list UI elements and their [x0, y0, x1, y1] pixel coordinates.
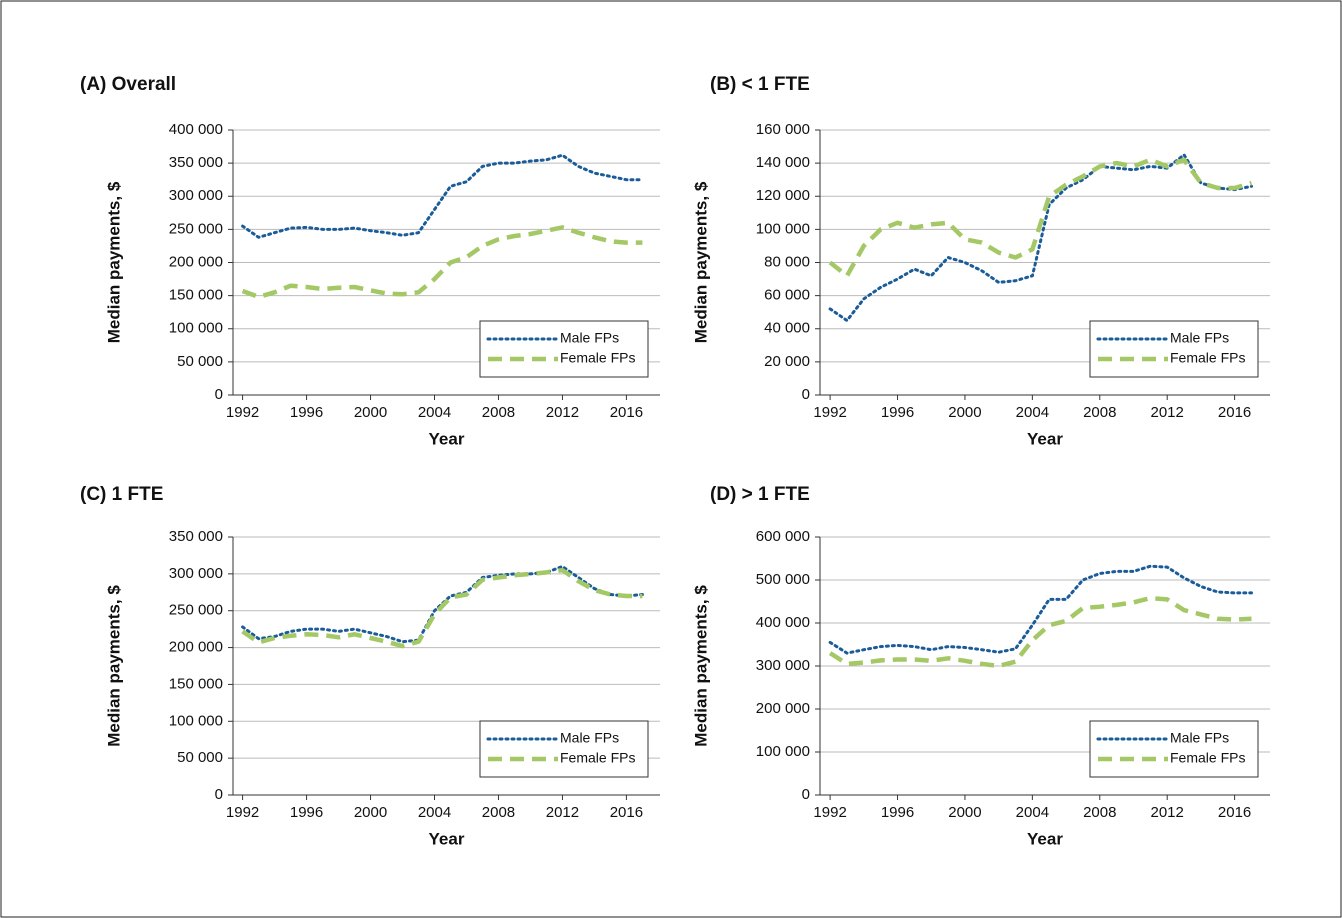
legend-box — [1089, 320, 1259, 378]
y-tick-label: 50 000 — [177, 749, 223, 766]
y-axis-label: Median payments, $ — [104, 585, 123, 747]
panel-title: (B) < 1 FTE — [710, 74, 810, 95]
y-tick-label: 100 000 — [756, 220, 810, 237]
legend-box — [479, 320, 649, 378]
panel-title: (C) 1 FTE — [80, 484, 163, 505]
x-tick-label: 1996 — [290, 404, 323, 421]
x-tick-label: 2012 — [1151, 804, 1184, 821]
x-tick-label: 1992 — [813, 804, 846, 821]
x-tick-label: 1992 — [226, 804, 259, 821]
x-tick-label: 2004 — [1016, 804, 1049, 821]
x-tick-label: 1992 — [813, 404, 846, 421]
y-tick-label: 100 000 — [169, 320, 223, 337]
series-line — [828, 157, 1253, 279]
y-tick-label: 400 000 — [169, 121, 223, 138]
x-tick-label: 2016 — [610, 404, 643, 421]
y-tick-label: 300 000 — [169, 565, 223, 582]
legend-label: Male FPs — [1170, 730, 1229, 746]
series-line — [241, 153, 644, 239]
legend-box — [1089, 720, 1259, 778]
x-tick-label: 2012 — [546, 404, 579, 421]
y-tick-label: 100 000 — [756, 743, 810, 760]
panel-title: (D) > 1 FTE — [710, 484, 810, 505]
x-tick-label: 2004 — [418, 804, 451, 821]
x-tick-label: 2012 — [546, 804, 579, 821]
y-tick-label: 150 000 — [169, 287, 223, 304]
y-tick-label: 50 000 — [177, 353, 223, 370]
y-tick-label: 0 — [215, 786, 223, 803]
x-tick-label: 2012 — [1151, 404, 1184, 421]
y-tick-label: 60 000 — [764, 287, 810, 304]
legend-label: Male FPs — [560, 330, 619, 346]
x-tick-label: 1992 — [226, 404, 259, 421]
x-tick-label: 2000 — [354, 404, 387, 421]
y-tick-label: 250 000 — [169, 602, 223, 619]
y-tick-label: 200 000 — [756, 700, 810, 717]
x-tick-label: 2000 — [354, 804, 387, 821]
x-tick-label: 2000 — [948, 404, 981, 421]
y-tick-label: 140 000 — [756, 154, 810, 171]
y-tick-label: 120 000 — [756, 187, 810, 204]
y-tick-label: 200 000 — [169, 639, 223, 656]
x-axis-label: Year — [1027, 429, 1063, 448]
x-axis-label: Year — [429, 429, 465, 448]
series-line — [828, 595, 1252, 669]
x-tick-label: 2008 — [1083, 804, 1116, 821]
x-tick-label: 2016 — [610, 804, 643, 821]
y-tick-label: 80 000 — [764, 253, 810, 270]
y-tick-label: 0 — [802, 386, 810, 403]
y-tick-label: 350 000 — [169, 154, 223, 171]
legend-label: Female FPs — [1170, 750, 1245, 766]
y-axis-label: Median payments, $ — [691, 181, 710, 343]
x-tick-label: 2016 — [1218, 404, 1251, 421]
x-tick-label: 2008 — [482, 404, 515, 421]
x-tick-label: 2000 — [948, 804, 981, 821]
x-axis-label: Year — [429, 829, 465, 848]
legend-label: Female FPs — [1170, 350, 1245, 366]
x-tick-label: 2016 — [1218, 804, 1251, 821]
y-tick-label: 250 000 — [169, 220, 223, 237]
x-tick-label: 1996 — [290, 804, 323, 821]
x-tick-label: 2008 — [1083, 404, 1116, 421]
series-line — [241, 567, 643, 649]
y-axis-label: Median payments, $ — [104, 181, 123, 343]
x-tick-label: 1996 — [881, 404, 914, 421]
y-tick-label: 40 000 — [764, 320, 810, 337]
x-axis-label: Year — [1027, 829, 1063, 848]
y-tick-label: 600 000 — [756, 528, 810, 545]
series-line — [828, 153, 1253, 322]
legend-label: Male FPs — [560, 730, 619, 746]
y-tick-label: 300 000 — [169, 187, 223, 204]
x-tick-label: 2004 — [418, 404, 451, 421]
y-tick-label: 350 000 — [169, 528, 223, 545]
series-line — [241, 225, 643, 300]
x-tick-label: 2004 — [1016, 404, 1049, 421]
y-tick-label: 150 000 — [169, 675, 223, 692]
legend-box — [479, 720, 649, 778]
y-tick-label: 200 000 — [169, 253, 223, 270]
y-tick-label: 0 — [802, 786, 810, 803]
legend-label: Male FPs — [1170, 330, 1229, 346]
y-axis-label: Median payments, $ — [691, 585, 710, 747]
x-tick-label: 1996 — [881, 804, 914, 821]
y-tick-label: 160 000 — [756, 121, 810, 138]
legend-label: Female FPs — [560, 750, 635, 766]
x-tick-label: 2008 — [482, 804, 515, 821]
y-tick-label: 400 000 — [756, 614, 810, 631]
y-tick-label: 300 000 — [756, 657, 810, 674]
y-tick-label: 20 000 — [764, 353, 810, 370]
series-line — [828, 564, 1253, 655]
y-tick-label: 500 000 — [756, 571, 810, 588]
y-tick-label: 0 — [215, 386, 223, 403]
y-tick-label: 100 000 — [169, 712, 223, 729]
panel-title: (A) Overall — [80, 74, 176, 95]
legend-label: Female FPs — [560, 350, 635, 366]
